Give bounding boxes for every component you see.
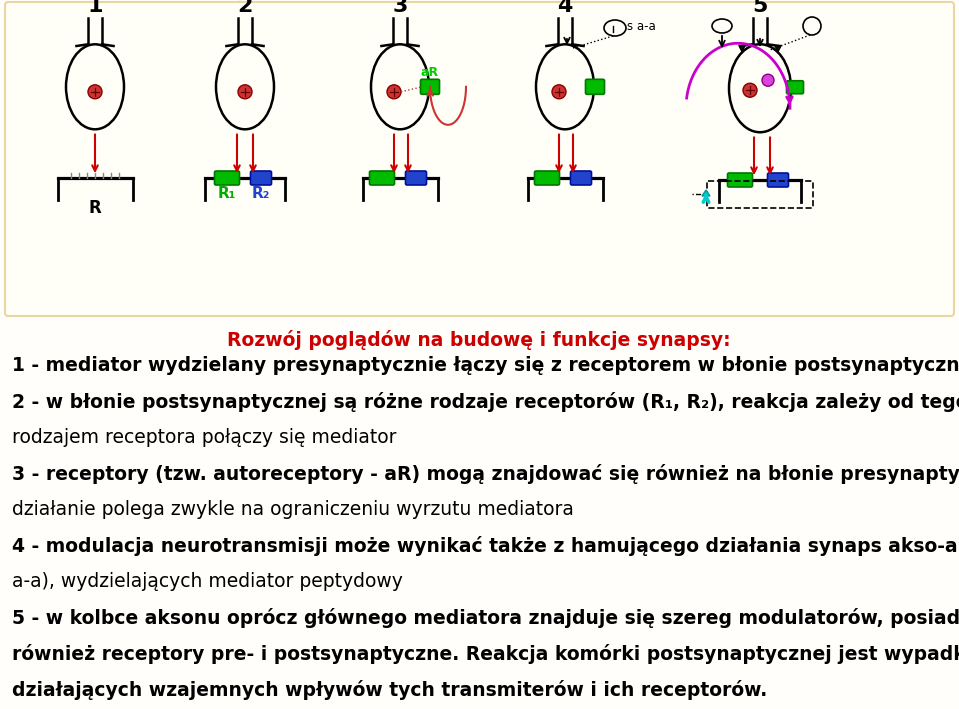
FancyBboxPatch shape bbox=[369, 171, 394, 185]
Text: również receptory pre- i postsynaptyczne. Reakcja komórki postsynaptycznej jest : również receptory pre- i postsynaptyczne… bbox=[12, 644, 959, 664]
Text: 4: 4 bbox=[557, 0, 573, 16]
Text: R₁: R₁ bbox=[218, 186, 236, 201]
Text: Rozwój poglądów na budowę i funkcje synapsy:: Rozwój poglądów na budowę i funkcje syna… bbox=[227, 330, 731, 350]
Text: 5: 5 bbox=[752, 0, 768, 16]
Circle shape bbox=[88, 85, 102, 99]
Text: aR: aR bbox=[421, 67, 439, 79]
Circle shape bbox=[762, 74, 774, 86]
FancyBboxPatch shape bbox=[5, 2, 954, 316]
FancyBboxPatch shape bbox=[728, 173, 753, 187]
Polygon shape bbox=[702, 190, 710, 196]
Text: 3 - receptory (tzw. autoreceptory - aR) mogą znajdować się również na błonie pre: 3 - receptory (tzw. autoreceptory - aR) … bbox=[12, 464, 959, 484]
Text: R: R bbox=[88, 199, 102, 217]
Text: 4 - modulacja neurotransmisji może wynikać także z hamującego działania synaps a: 4 - modulacja neurotransmisji może wynik… bbox=[12, 536, 959, 556]
Text: działanie polega zwykle na ograniczeniu wyrzutu mediatora: działanie polega zwykle na ograniczeniu … bbox=[12, 500, 573, 519]
Text: 2: 2 bbox=[237, 0, 252, 16]
FancyBboxPatch shape bbox=[586, 79, 604, 94]
FancyBboxPatch shape bbox=[571, 171, 592, 185]
Text: 1 - mediator wydzielany presynaptycznie łączy się z receptorem w błonie postsyna: 1 - mediator wydzielany presynaptycznie … bbox=[12, 356, 959, 375]
Text: 1: 1 bbox=[87, 0, 103, 16]
Text: 5 - w kolbce aksonu oprócz głównego mediatora znajduje się szereg modulatorów, p: 5 - w kolbce aksonu oprócz głównego medi… bbox=[12, 608, 959, 628]
FancyBboxPatch shape bbox=[767, 173, 788, 187]
Circle shape bbox=[552, 85, 566, 99]
Text: działających wzajemnych wpływów tych transmiterów i ich receptorów.: działających wzajemnych wpływów tych tra… bbox=[12, 680, 767, 700]
FancyBboxPatch shape bbox=[786, 81, 804, 94]
Text: rodzajem receptora połączy się mediator: rodzajem receptora połączy się mediator bbox=[12, 428, 396, 447]
Text: s a-a: s a-a bbox=[627, 20, 656, 33]
Text: a-a), wydzielających mediator peptydowy: a-a), wydzielających mediator peptydowy bbox=[12, 572, 403, 591]
FancyBboxPatch shape bbox=[406, 171, 427, 185]
FancyBboxPatch shape bbox=[215, 171, 240, 185]
FancyBboxPatch shape bbox=[420, 79, 439, 94]
Circle shape bbox=[238, 85, 252, 99]
Text: 3: 3 bbox=[392, 0, 408, 16]
Text: 2 - w błonie postsynaptycznej są różne rodzaje receptorów (R₁, R₂), reakcja zale: 2 - w błonie postsynaptycznej są różne r… bbox=[12, 392, 959, 412]
FancyBboxPatch shape bbox=[534, 171, 559, 185]
Text: R₂: R₂ bbox=[252, 186, 270, 201]
FancyBboxPatch shape bbox=[250, 171, 271, 185]
Circle shape bbox=[387, 85, 401, 99]
Circle shape bbox=[743, 83, 757, 97]
